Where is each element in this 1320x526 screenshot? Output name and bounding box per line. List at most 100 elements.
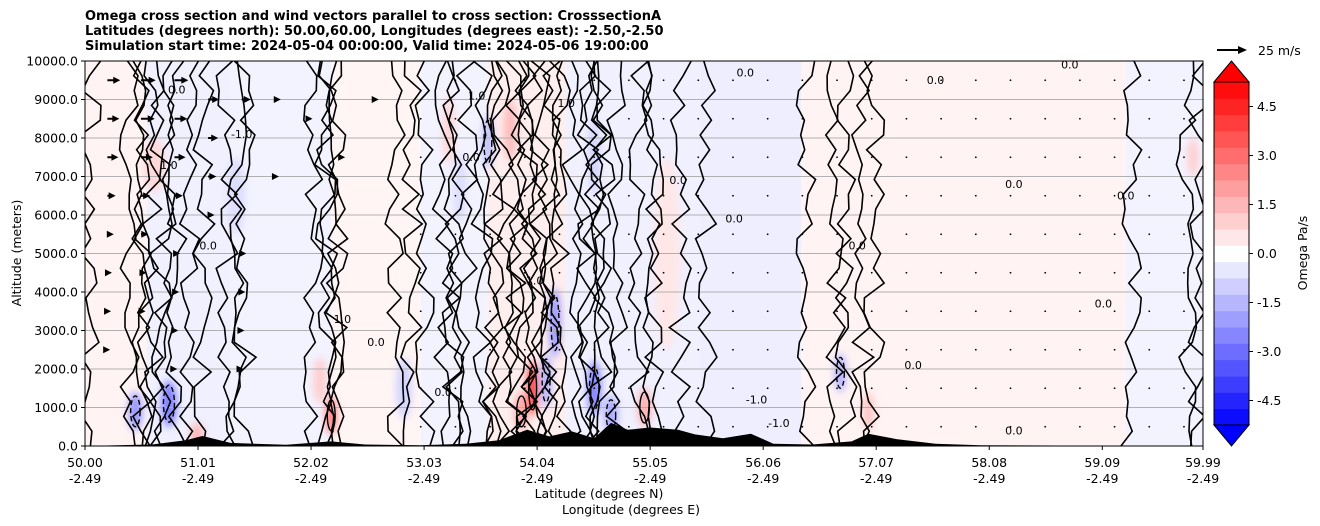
wind-vector-calm [593, 425, 596, 428]
contour-label-4: 1.0 [334, 313, 352, 326]
chart-title-line-3: Simulation start time: 2024-05-04 00:00:… [85, 39, 649, 54]
omega-blob-5 [313, 357, 327, 404]
wind-vector-calm [732, 117, 734, 120]
wind-vector-calm [1148, 310, 1151, 313]
wind-vector-calm [1044, 348, 1047, 351]
colorbar-segment-2 [1214, 376, 1249, 393]
wind-vector-calm [940, 156, 943, 159]
x-tick-label-lon-7: -2.49 [860, 471, 892, 486]
wind-vector-calm [523, 117, 526, 120]
wind-vector-head-31 [236, 365, 244, 373]
wind-vector-calm [940, 117, 943, 120]
wind-vector-calm [1044, 117, 1047, 120]
wind-vectors [103, 76, 1185, 428]
contour-label-7: 1.0 [468, 90, 486, 103]
wind-vector-head-21 [104, 269, 112, 277]
wind-vector-calm [870, 271, 873, 274]
wind-vector-calm [454, 310, 457, 313]
wind-vector-calm [523, 425, 526, 428]
wind-vector-calm [732, 310, 734, 313]
contour-label-6: 0.0 [462, 151, 480, 164]
contour-negative-7 [835, 356, 846, 389]
plot-area: 0.0 -1.0 1.0 0.0 1.0 0.0 0.0 1.0 1.0 0.0 0.0 0.0 0.0… [84, 60, 1204, 447]
wind-vector-calm [732, 233, 734, 236]
wind-vector-calm [1009, 425, 1012, 428]
wind-vector-head-19 [173, 250, 181, 257]
wind-vector-calm [1183, 425, 1185, 428]
wind-vector-calm [1009, 348, 1012, 351]
wind-vector-calm [1009, 79, 1012, 82]
wind-vector-calm [419, 387, 422, 390]
wind-vector-calm [974, 271, 977, 274]
wind-vector-head-3 [212, 96, 220, 103]
wind-vector-calm [419, 310, 422, 313]
wind-vector-head-27 [171, 327, 179, 334]
wind-vector-calm [870, 79, 873, 82]
contour-positive-0 [326, 399, 336, 432]
wind-vector-calm [1044, 194, 1047, 197]
wind-vector-calm [870, 348, 873, 351]
wind-vector-calm [905, 387, 908, 390]
colorbar-segment-0 [1214, 408, 1249, 426]
colorbar-segment-12 [1214, 212, 1249, 230]
colorbar-segment-1 [1214, 392, 1249, 410]
contour-negative-5 [588, 365, 600, 411]
contour-positive-1 [528, 365, 538, 411]
wind-vector-calm [1009, 310, 1012, 313]
colorbar-segment-19 [1214, 98, 1249, 116]
wind-vector-calm [905, 156, 908, 159]
x-tick-label-lat-9: 59.09 [1084, 455, 1120, 470]
wind-vector-calm [593, 348, 596, 351]
wind-vector-calm [1009, 117, 1012, 120]
y-tick-label-5: 5000.0 [34, 246, 78, 261]
x-tick-label-lat-2: 52.02 [293, 455, 329, 470]
wind-vector-head-15 [175, 192, 183, 200]
wind-vector-calm [1148, 425, 1151, 428]
wind-vector-calm [662, 425, 665, 428]
wind-vector-calm [523, 348, 526, 351]
wind-vector-calm [974, 194, 977, 197]
x-tick-label-lat-5: 55.05 [632, 455, 668, 470]
contour-negative-3 [550, 294, 560, 352]
wind-vector-calm [558, 310, 561, 313]
wind-vector-calm [662, 310, 665, 313]
wind-vector-calm [1044, 271, 1047, 274]
contour-label-16: -1.0 [746, 394, 767, 407]
wind-vector-head-33 [271, 173, 279, 180]
wind-vector-calm [1113, 271, 1116, 274]
wind-vector-calm [558, 348, 561, 351]
wind-vector-calm [454, 117, 457, 120]
wind-vector-head-12 [209, 173, 217, 180]
wind-vector-calm [870, 156, 873, 159]
x-tick-label-lat-0: 50.00 [67, 455, 103, 470]
x-tick-label-lat-6: 56.06 [745, 455, 781, 470]
colorbar: -4.5 -3.0 -1.5 0.0 1.5 3.0 4.5 [1212, 60, 1281, 447]
contour-line-36 [538, 61, 561, 446]
wind-vector-calm [732, 194, 734, 197]
wind-vector-calm [627, 117, 630, 120]
contour-negative-1 [162, 384, 176, 423]
wind-vector-calm [593, 233, 596, 236]
contour-label-8: 1.0 [557, 97, 575, 110]
contour-line-43 [605, 61, 629, 446]
contour-label-22: 0.0 [434, 386, 452, 399]
colorbar-tick-label-0: -4.5 [1257, 393, 1281, 408]
colorbar-tick-label-1: -3.0 [1257, 344, 1281, 359]
contour-line-53 [1187, 62, 1203, 446]
wind-vector-head-29 [103, 346, 111, 354]
contour-line-21 [314, 61, 339, 446]
wind-vector-calm [1078, 271, 1081, 274]
wind-vector-calm [801, 233, 804, 236]
wind-vector-calm [940, 425, 943, 428]
wind-vector-calm [662, 233, 665, 236]
wind-vector-calm [697, 194, 700, 197]
wind-vector-head-24 [238, 288, 246, 296]
wind-vector-calm [1148, 156, 1151, 159]
contour-line-6 [561, 61, 584, 446]
wind-vector-calm [593, 79, 596, 82]
wind-vector-calm [836, 387, 838, 390]
wind-vector-calm [1044, 387, 1047, 390]
wind-vector-calm [940, 79, 943, 82]
contour-line-51 [862, 61, 886, 446]
